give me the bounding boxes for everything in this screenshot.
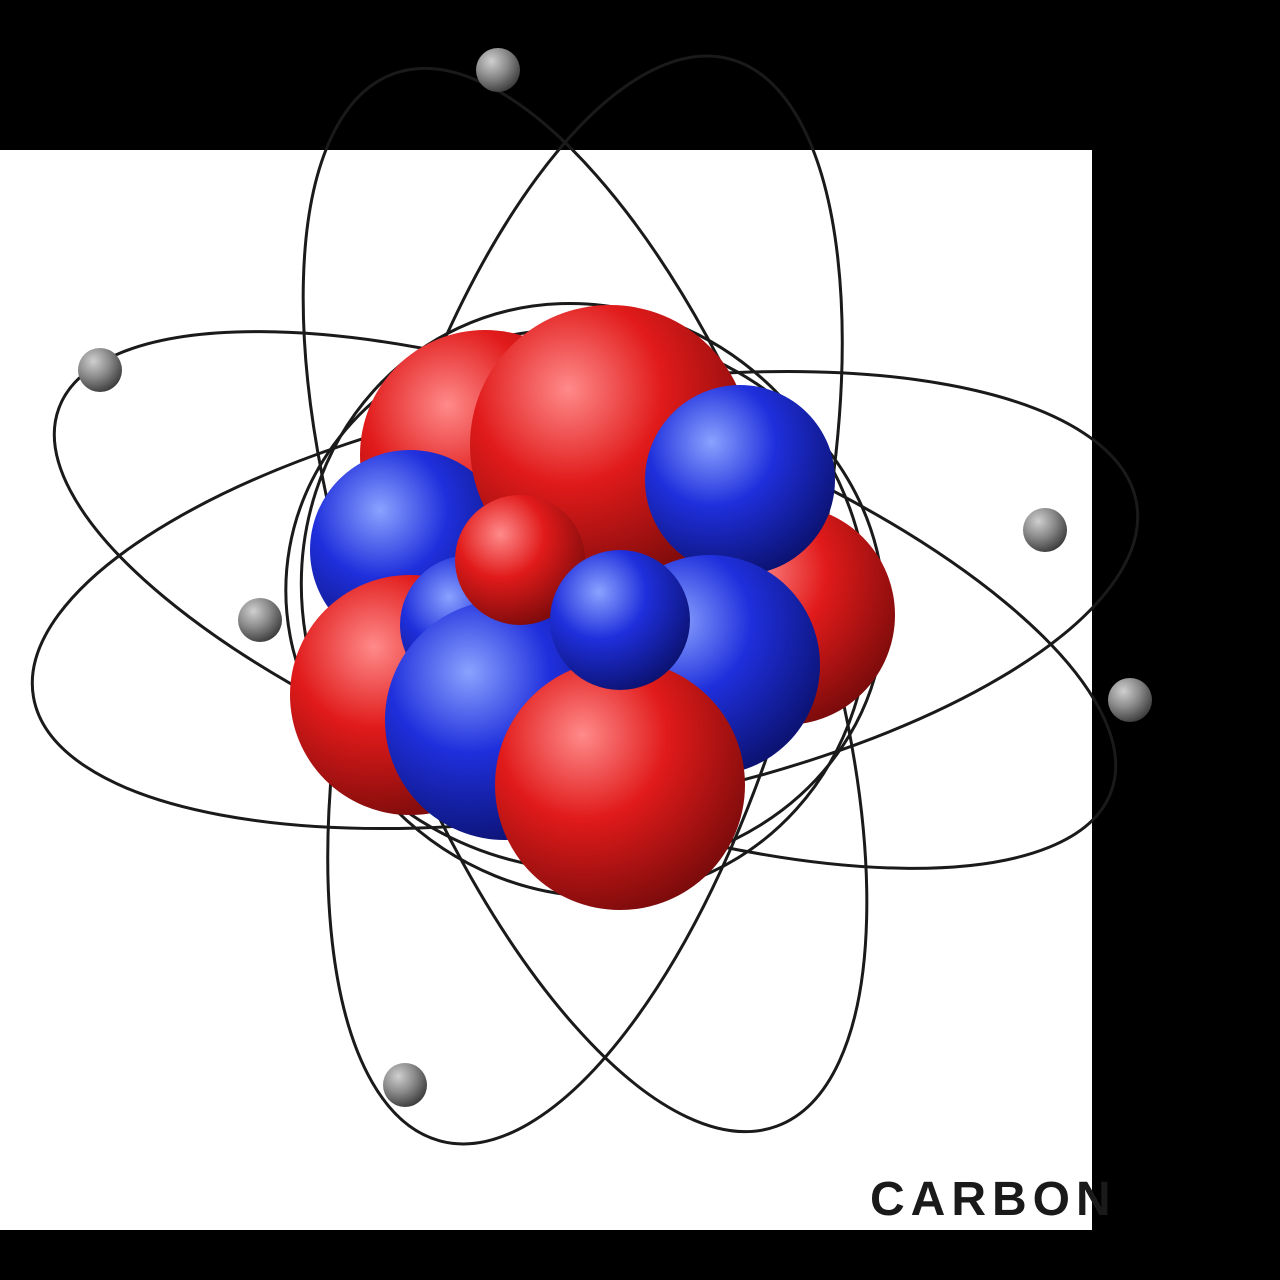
electron-sphere [78, 348, 122, 392]
atom-svg [0, 0, 1280, 1280]
electron-sphere [1023, 508, 1067, 552]
electron-sphere [383, 1063, 427, 1107]
atom-diagram: CARBON [0, 0, 1280, 1280]
neutron-sphere [550, 550, 690, 690]
neutron-sphere [645, 385, 835, 575]
nucleus-layer [290, 305, 895, 910]
electron-sphere [476, 48, 520, 92]
electron-sphere [238, 598, 282, 642]
proton-sphere [495, 660, 745, 910]
electron-sphere [1108, 678, 1152, 722]
element-label: CARBON [870, 1172, 1117, 1227]
